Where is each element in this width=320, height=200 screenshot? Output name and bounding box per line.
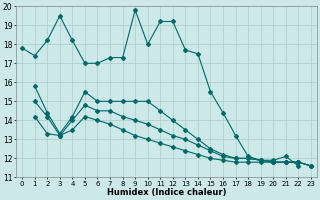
X-axis label: Humidex (Indice chaleur): Humidex (Indice chaleur) [107, 188, 226, 197]
